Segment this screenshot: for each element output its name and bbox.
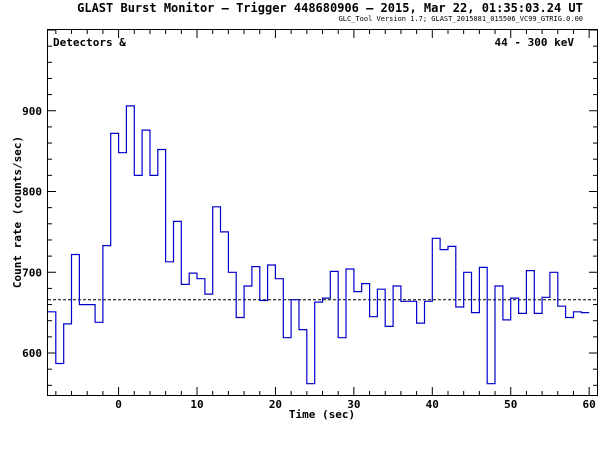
x-tick-label: 50 (504, 398, 517, 411)
x-tick-label: 30 (347, 398, 360, 411)
x-tick-label: 10 (190, 398, 203, 411)
energy-range-annotation: 44 - 300 keV (495, 36, 575, 49)
chart-title: GLAST Burst Monitor – Trigger 448680906 … (77, 1, 583, 15)
y-tick-label: 900 (22, 105, 42, 118)
detectors-annotation: Detectors & (53, 36, 126, 49)
tick-labels: 0 10 20 30 40 50 60 600 700 800 900 (22, 105, 596, 411)
x-tick-label: 20 (269, 398, 282, 411)
x-tick-label: 60 (583, 398, 596, 411)
chart-subtitle: GLC_Tool Version 1.7; GLAST_2015081_0155… (339, 15, 583, 23)
y-tick-label: 800 (22, 186, 42, 199)
y-tick-label: 700 (22, 266, 42, 279)
y-tick-label: 600 (22, 347, 42, 360)
x-axis-label: Time (sec) (289, 408, 355, 421)
plot-frame (47, 29, 598, 396)
x-tick-label: 0 (115, 398, 122, 411)
lightcurve-series (48, 105, 590, 385)
ticks (48, 29, 597, 395)
x-tick-label: 40 (426, 398, 439, 411)
y-axis-label: Count rate (counts/sec) (11, 136, 24, 288)
